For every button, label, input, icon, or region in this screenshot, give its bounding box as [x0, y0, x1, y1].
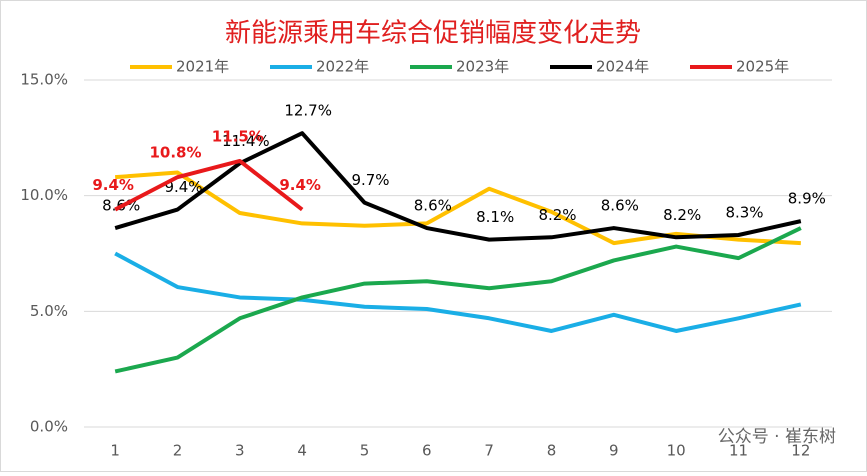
series-line [114, 226, 802, 374]
data-label: 9.7% [351, 171, 389, 189]
x-tick-label: 1 [110, 442, 120, 460]
data-label: 10.8% [149, 144, 201, 162]
x-tick-label: 8 [547, 442, 557, 460]
data-label: 8.1% [476, 208, 514, 226]
y-tick-label: 10.0% [20, 186, 68, 204]
x-tick-label: 4 [297, 442, 307, 460]
series-line [115, 170, 801, 246]
series-line [114, 251, 802, 333]
data-label: 9.4% [92, 176, 134, 194]
data-label: 8.2% [538, 206, 576, 224]
x-tick-label: 6 [422, 442, 432, 460]
data-label: 11.4% [222, 132, 270, 150]
y-tick-label: 0.0% [30, 418, 68, 436]
data-label: 9.4% [164, 178, 202, 196]
x-tick-label: 9 [609, 442, 619, 460]
data-label: 8.9% [788, 190, 826, 208]
data-label: 8.3% [725, 203, 763, 221]
legend-label: 2024年 [596, 58, 649, 76]
data-label: 8.6% [601, 197, 639, 215]
data-label: 11.5% [212, 127, 264, 145]
x-tick-label: 7 [484, 442, 494, 460]
x-tick-label: 2 [173, 442, 183, 460]
series-line [114, 158, 304, 212]
series-line [114, 131, 802, 242]
watermark: 公众号 · 崔东树 [718, 427, 836, 447]
legend-label: 2025年 [736, 58, 789, 76]
x-tick-label: 11 [729, 442, 748, 460]
x-tick-label: 5 [360, 442, 370, 460]
y-tick-label: 15.0% [20, 71, 68, 89]
x-tick-label: 10 [667, 442, 686, 460]
legend-label: 2021年 [176, 58, 229, 76]
legend-label: 2022年 [316, 58, 369, 76]
data-label: 8.6% [414, 197, 452, 215]
y-tick-label: 5.0% [30, 302, 68, 320]
data-label: 12.7% [284, 102, 332, 120]
data-label: 8.2% [663, 206, 701, 224]
x-tick-label: 12 [791, 442, 810, 460]
data-label: 9.4% [279, 176, 321, 194]
x-tick-label: 3 [235, 442, 245, 460]
chart-title: 新能源乘用车综合促销幅度变化走势 [225, 19, 641, 49]
legend-label: 2023年 [456, 58, 509, 76]
